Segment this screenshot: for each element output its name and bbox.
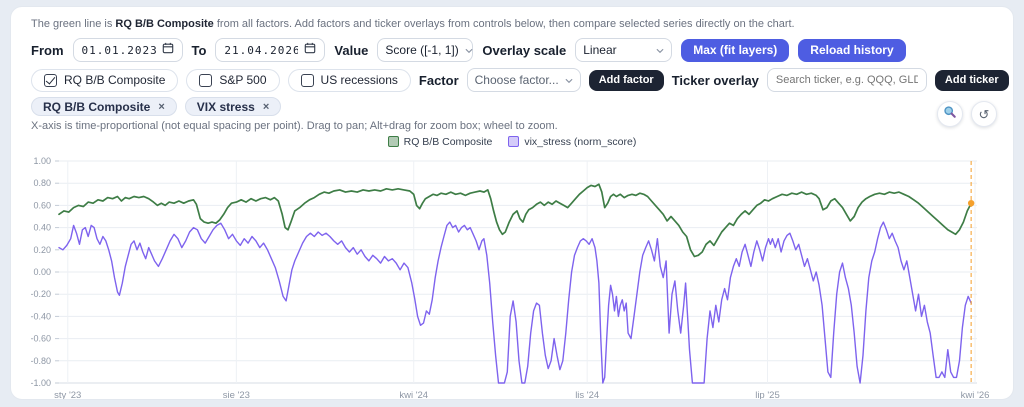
svg-text:kwi '24: kwi '24 bbox=[399, 390, 428, 400]
panel-description: The green line is RQ B/B Composite from … bbox=[31, 18, 795, 30]
ticker-overlay-label: Ticker overlay bbox=[671, 72, 759, 88]
chart-legend: RQ B/B Composite vix_stress (norm_score) bbox=[31, 134, 993, 149]
chart-canvas[interactable]: 1.00 0.80 0.60 0.40 0.20 0.00 -0.20 -0.40 -0.60 -… bbox=[30, 151, 995, 400]
ticker-search-input[interactable] bbox=[766, 68, 927, 92]
magnifier-icon bbox=[943, 105, 957, 124]
svg-text:0.60: 0.60 bbox=[33, 200, 51, 210]
to-date-value[interactable] bbox=[224, 43, 299, 57]
legend-item-rq-bb-composite[interactable]: RQ B/B Composite bbox=[387, 136, 492, 148]
svg-text:0.00: 0.00 bbox=[33, 267, 51, 277]
legend-swatch-purple bbox=[508, 136, 520, 147]
legend-item-vix-stress[interactable]: vix_stress (norm_score) bbox=[508, 136, 636, 148]
svg-text:sty '23: sty '23 bbox=[54, 390, 81, 400]
overlay-scale-select[interactable]: Linear bbox=[575, 38, 673, 62]
overlay-scale-label: Overlay scale bbox=[482, 42, 567, 58]
checkbox-us-recessions[interactable]: US recessions bbox=[287, 68, 411, 92]
chevron-down-icon bbox=[565, 73, 573, 87]
calendar-icon[interactable] bbox=[304, 41, 316, 59]
from-label: From bbox=[31, 42, 64, 58]
chevron-down-icon bbox=[465, 43, 473, 57]
svg-text:lis '24: lis '24 bbox=[575, 390, 599, 400]
date-range-controls: From To Value Score ([-1, 1]) Overlay sc… bbox=[31, 38, 993, 62]
chip-rq-bb-composite[interactable]: RQ B/B Composite × bbox=[31, 97, 177, 116]
from-date-value[interactable] bbox=[81, 43, 156, 57]
to-label: To bbox=[191, 42, 207, 58]
checkbox-checked-icon[interactable] bbox=[44, 73, 57, 87]
reset-view-button[interactable]: ↺ bbox=[971, 101, 997, 127]
factor-select[interactable]: Choose factor... bbox=[466, 68, 581, 92]
from-date-input[interactable] bbox=[72, 38, 183, 62]
svg-text:-0.40: -0.40 bbox=[31, 311, 51, 321]
svg-text:kwi '26: kwi '26 bbox=[961, 390, 990, 400]
calendar-icon[interactable] bbox=[162, 41, 174, 59]
svg-text:-1.00: -1.00 bbox=[31, 378, 51, 388]
add-ticker-button[interactable]: Add ticker bbox=[934, 69, 1009, 91]
active-series-chips: RQ B/B Composite × VIX stress × bbox=[31, 97, 993, 116]
svg-text:-0.20: -0.20 bbox=[31, 289, 51, 299]
legend-swatch-green bbox=[387, 136, 399, 147]
svg-text:1.00: 1.00 bbox=[33, 156, 51, 166]
reload-history-button[interactable]: Reload history bbox=[798, 38, 906, 62]
svg-text:-0.80: -0.80 bbox=[31, 356, 51, 366]
svg-text:0.20: 0.20 bbox=[33, 245, 51, 255]
checkbox-unchecked-icon[interactable] bbox=[300, 73, 314, 87]
value-select[interactable]: Score ([-1, 1]) bbox=[377, 38, 474, 62]
svg-text:0.80: 0.80 bbox=[33, 178, 51, 188]
chart-hint-text: X-axis is time-proportional (not equal s… bbox=[31, 120, 558, 132]
checkbox-sp500[interactable]: S&P 500 bbox=[186, 68, 280, 92]
chart-area: 1.00 0.80 0.60 0.40 0.20 0.00 -0.20 -0.40 -0.60 -… bbox=[30, 151, 995, 400]
value-label: Value bbox=[334, 42, 369, 58]
to-date-input[interactable] bbox=[215, 38, 326, 62]
max-fit-layers-button[interactable]: Max (fit layers) bbox=[681, 38, 790, 62]
svg-text:sie '23: sie '23 bbox=[223, 390, 250, 400]
factor-chart-panel: The green line is RQ B/B Composite from … bbox=[10, 6, 1014, 400]
close-icon[interactable]: × bbox=[158, 100, 165, 113]
checkbox-unchecked-icon[interactable] bbox=[199, 73, 213, 87]
checkbox-rq-bb-composite[interactable]: RQ B/B Composite bbox=[31, 68, 179, 92]
zoom-button[interactable] bbox=[937, 101, 963, 127]
refresh-icon: ↺ bbox=[978, 106, 990, 122]
svg-text:lip '25: lip '25 bbox=[755, 390, 780, 400]
close-icon[interactable]: × bbox=[262, 100, 270, 113]
chip-vix-stress[interactable]: VIX stress × bbox=[184, 97, 282, 116]
chart-toolbar: ↺ bbox=[937, 101, 997, 127]
svg-text:-0.60: -0.60 bbox=[31, 334, 51, 344]
factor-label: Factor bbox=[418, 72, 459, 88]
chevron-down-icon bbox=[656, 43, 664, 57]
add-factor-button[interactable]: Add factor bbox=[588, 69, 664, 91]
svg-text:0.40: 0.40 bbox=[33, 223, 51, 233]
series-factor-controls: RQ B/B Composite S&P 500 US recessions F… bbox=[31, 68, 1009, 92]
